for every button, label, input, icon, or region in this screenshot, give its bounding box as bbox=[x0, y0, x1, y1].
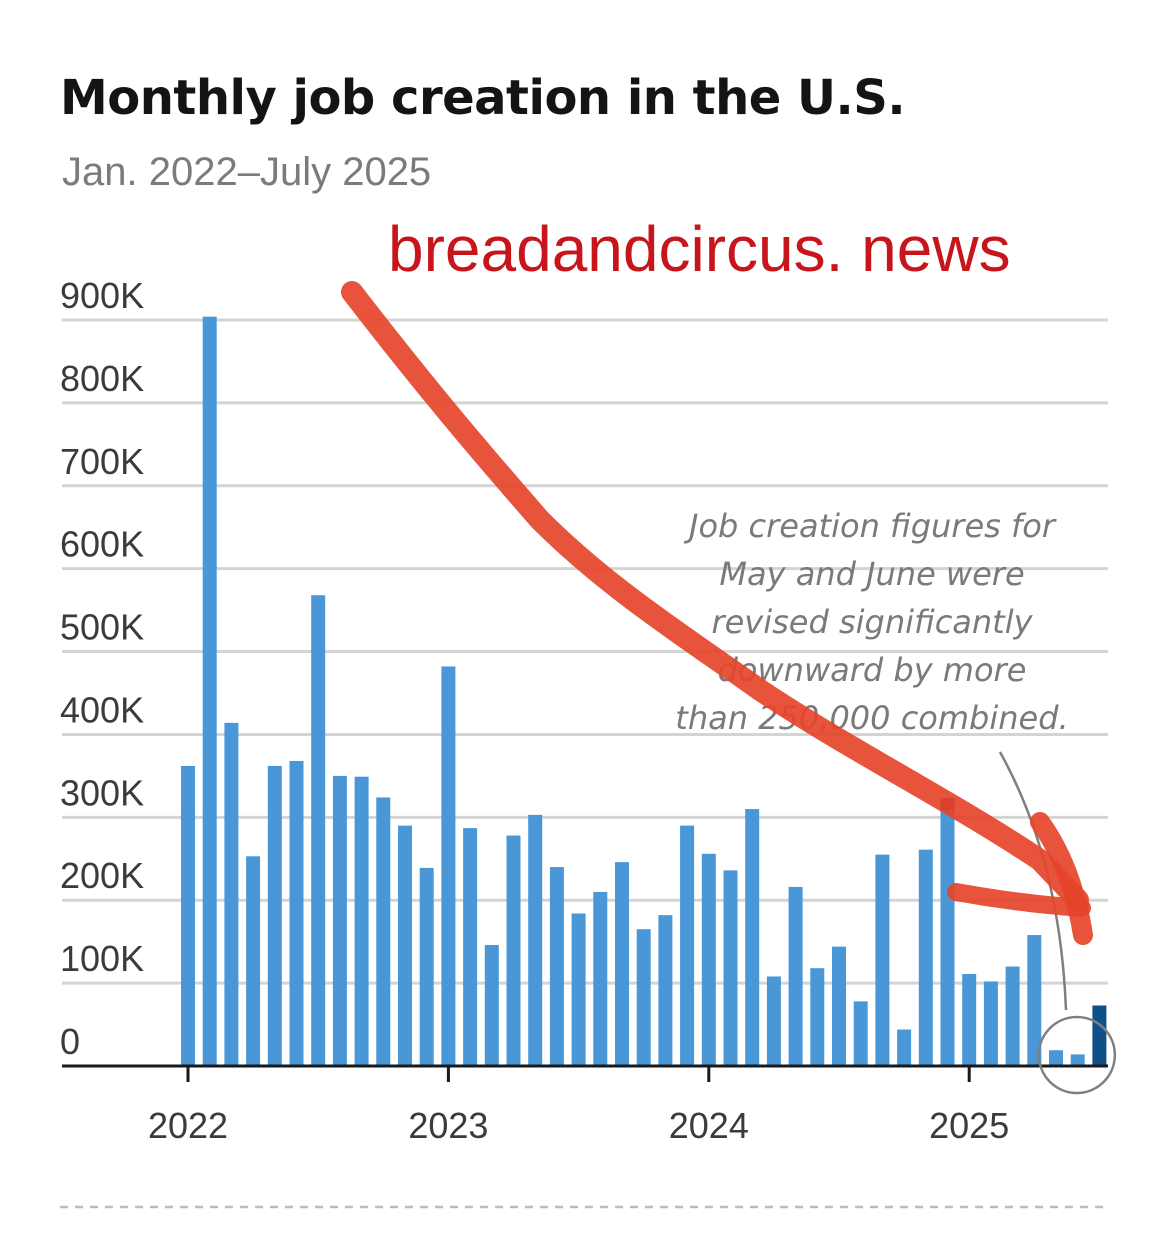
bar bbox=[615, 862, 629, 1066]
bar bbox=[723, 870, 738, 1066]
bar bbox=[441, 666, 456, 1066]
y-tick-label: 700K bbox=[60, 441, 144, 482]
x-tick-label: 2024 bbox=[669, 1105, 749, 1146]
bar bbox=[897, 1029, 912, 1066]
bar bbox=[354, 776, 369, 1066]
highlight-circle bbox=[1037, 1015, 1117, 1095]
bar bbox=[202, 316, 217, 1066]
bars bbox=[181, 316, 1107, 1066]
y-tick-label: 900K bbox=[60, 275, 144, 316]
y-tick-label: 800K bbox=[60, 358, 144, 399]
bar bbox=[1070, 1054, 1085, 1066]
arrow-head-upper bbox=[1030, 812, 1093, 945]
annotation: Job creation figures for May and June wer… bbox=[675, 507, 1117, 1095]
bar bbox=[918, 849, 933, 1066]
bar bbox=[1092, 1005, 1107, 1066]
bar bbox=[289, 760, 304, 1066]
hand-drawn-arrow bbox=[341, 281, 1093, 945]
bar bbox=[376, 797, 391, 1066]
bar bbox=[832, 946, 846, 1066]
bar bbox=[246, 856, 261, 1066]
y-axis-ticks: 0 100K 200K 300K 400K 500K 600K 700K 800K 900K bbox=[60, 275, 144, 1062]
bar bbox=[853, 1001, 868, 1066]
y-tick-label: 500K bbox=[60, 607, 144, 648]
bar bbox=[528, 814, 543, 1066]
bar bbox=[398, 825, 412, 1066]
bar bbox=[1005, 966, 1020, 1066]
annotation-line: Job creation figures for bbox=[683, 507, 1057, 545]
gridlines bbox=[62, 318, 1108, 985]
bar bbox=[962, 973, 977, 1066]
bar bbox=[181, 765, 195, 1066]
bar bbox=[224, 722, 239, 1066]
bar bbox=[332, 775, 347, 1066]
bar bbox=[463, 828, 478, 1066]
y-tick-label: 100K bbox=[60, 938, 144, 979]
y-tick-label: 400K bbox=[60, 689, 144, 730]
chart-title: Monthly job creation in the U.S. bbox=[60, 70, 906, 126]
bar bbox=[766, 976, 781, 1066]
y-tick-label: 300K bbox=[60, 772, 144, 813]
x-axis: 2022 2023 2024 2025 bbox=[60, 1064, 1110, 1209]
bar bbox=[983, 981, 998, 1066]
annotation-line: than 250,000 combined. bbox=[675, 699, 1068, 737]
bar bbox=[571, 913, 586, 1066]
bar bbox=[549, 867, 564, 1066]
x-tick-label: 2023 bbox=[408, 1105, 488, 1146]
bar bbox=[506, 835, 521, 1066]
bar bbox=[267, 765, 282, 1066]
y-tick-label: 600K bbox=[60, 524, 144, 565]
annotation-line: downward by more bbox=[718, 651, 1027, 689]
bar bbox=[875, 854, 890, 1066]
bar bbox=[701, 853, 716, 1066]
bar bbox=[1027, 935, 1042, 1066]
bar bbox=[1049, 1050, 1063, 1066]
x-tick-label: 2025 bbox=[929, 1105, 1009, 1146]
arrow-shaft bbox=[341, 281, 1089, 911]
watermark: breadandcircus. news bbox=[388, 213, 1011, 285]
annotation-line: May and June were bbox=[719, 555, 1024, 593]
y-tick-label: 200K bbox=[60, 855, 144, 896]
bar bbox=[680, 825, 695, 1066]
bar bbox=[419, 867, 434, 1066]
x-tick-label: 2022 bbox=[148, 1105, 228, 1146]
bar bbox=[940, 798, 955, 1066]
y-tick-label: 0 bbox=[60, 1021, 80, 1062]
bar bbox=[593, 891, 608, 1066]
annotation-line: revised significantly bbox=[711, 603, 1033, 641]
chart-subtitle: Jan. 2022–July 2025 bbox=[62, 150, 432, 194]
bar bbox=[311, 595, 326, 1066]
bar bbox=[745, 809, 760, 1066]
bar bbox=[484, 944, 499, 1066]
bar bbox=[788, 886, 803, 1066]
bar bbox=[658, 915, 673, 1066]
bar bbox=[636, 929, 651, 1066]
bar bbox=[810, 968, 825, 1066]
